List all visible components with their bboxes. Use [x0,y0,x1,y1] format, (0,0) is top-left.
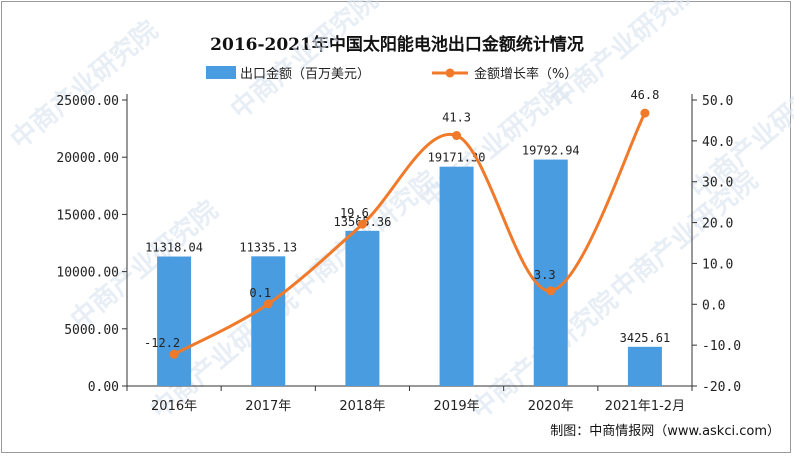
watermark-text: 中商产业研究院 [225,0,384,125]
growth-rate-point [169,349,179,359]
line-value-label: 46.8 [630,88,659,102]
y-left-tick-label: 5000.00 [64,323,119,338]
y-left-tick-label: 25000.00 [56,94,119,109]
y-right-tick-label: -20.0 [702,380,741,395]
y-left-tick-label: 15000.00 [56,208,119,223]
y-right-tick-label: 10.0 [702,257,733,272]
bar-export-amount [157,256,192,386]
x-tick-label: 2021年1-2月 [605,399,685,414]
y-right-tick-label: 0.0 [702,298,725,313]
bar-value-label: 19792.94 [522,144,580,158]
bar-export-amount [345,230,380,386]
y-right-tick-label: 40.0 [702,135,733,150]
line-value-label: 0.1 [249,286,271,300]
line-value-label: -12.2 [144,336,180,350]
bar-value-label: 11318.04 [145,241,203,255]
legend-line-label: 金额增长率（%） [474,66,577,82]
chart-title: 2016-2021年中国太阳能电池出口金额统计情况 [210,35,584,55]
line-value-label: 41.3 [442,111,471,125]
x-tick-label: 2020年 [528,399,574,414]
x-tick-label: 2017年 [245,399,291,414]
source-note: 制图：中商情报网（www.askci.com） [550,424,780,439]
line-value-label: 3.3 [534,268,556,282]
legend-bar-label: 出口金额（百万美元） [240,66,370,82]
growth-rate-point [263,299,273,309]
growth-rate-point [546,286,556,296]
y-right-tick-label: -10.0 [702,339,741,354]
bar-export-amount [439,166,474,386]
y-right-tick-label: 30.0 [702,176,733,191]
bar-value-label: 11335.13 [239,240,297,254]
legend-line-marker [445,68,455,78]
bar-value-label: 19171.30 [428,151,486,165]
watermark-text: 中商产业研究院 [545,0,704,115]
bar-value-label: 3425.61 [620,331,671,345]
y-left-tick-label: 0.00 [88,380,119,395]
x-tick-label: 2018年 [339,399,385,414]
y-left-tick-label: 10000.00 [56,266,119,281]
y-left-tick-label: 20000.00 [56,151,119,166]
bar-export-amount [533,159,568,386]
growth-rate-point [452,131,462,141]
y-right-tick-label: 20.0 [702,217,733,232]
bar-export-amount [251,256,286,386]
watermark-text: 中商产业研究院 [5,15,164,156]
growth-rate-point [357,219,367,229]
legend-bar-swatch [206,66,236,79]
line-value-label: 19.6 [340,206,369,220]
bar-export-amount [627,346,662,386]
x-tick-label: 2019年 [434,399,480,414]
watermark-text: 中商产业研究院 [605,165,764,306]
growth-rate-point [640,108,650,118]
x-tick-label: 2016年 [151,399,197,414]
y-right-tick-label: 50.0 [702,94,733,109]
